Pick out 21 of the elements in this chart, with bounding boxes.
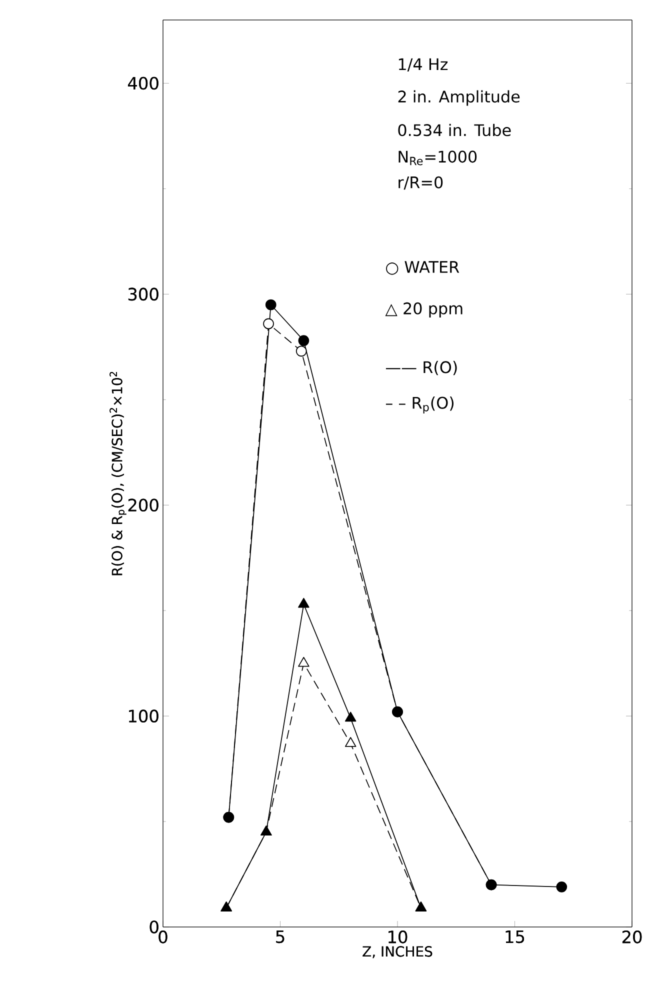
- x-tick-label: 20: [622, 930, 642, 944]
- annotation: 1/4 Hz: [398, 58, 448, 72]
- annotation: △ 20 ppm: [385, 302, 462, 318]
- y-tick-label: 0: [150, 920, 158, 934]
- annotation: N$_{Re}$=1000: [398, 150, 477, 166]
- annotation: —— R(O): [386, 360, 457, 376]
- annotation: 2 in. Amplitude: [398, 90, 520, 106]
- annotation: – – R$_{p}$(O): [386, 396, 454, 414]
- y-tick-label: 200: [128, 498, 158, 512]
- x-tick-label: 5: [276, 930, 284, 944]
- annotation: r/R=0: [398, 176, 443, 190]
- y-axis-title: R(O) & R$_{p}$(O), (CM/SEC)$^{2}$×10$^{2}$: [110, 372, 126, 576]
- y-tick-label: 300: [128, 288, 158, 301]
- x-tick-label: 10: [388, 930, 408, 944]
- x-axis-title: Z, INCHES: [362, 946, 432, 958]
- y-tick-label: 100: [129, 710, 158, 722]
- annotation: ○ WATER: [386, 261, 460, 275]
- y-tick-label: 400: [128, 76, 158, 90]
- x-tick-label: 15: [506, 930, 524, 944]
- x-tick-label: 0: [158, 930, 168, 944]
- annotation: 0.534 in. Tube: [398, 124, 511, 136]
